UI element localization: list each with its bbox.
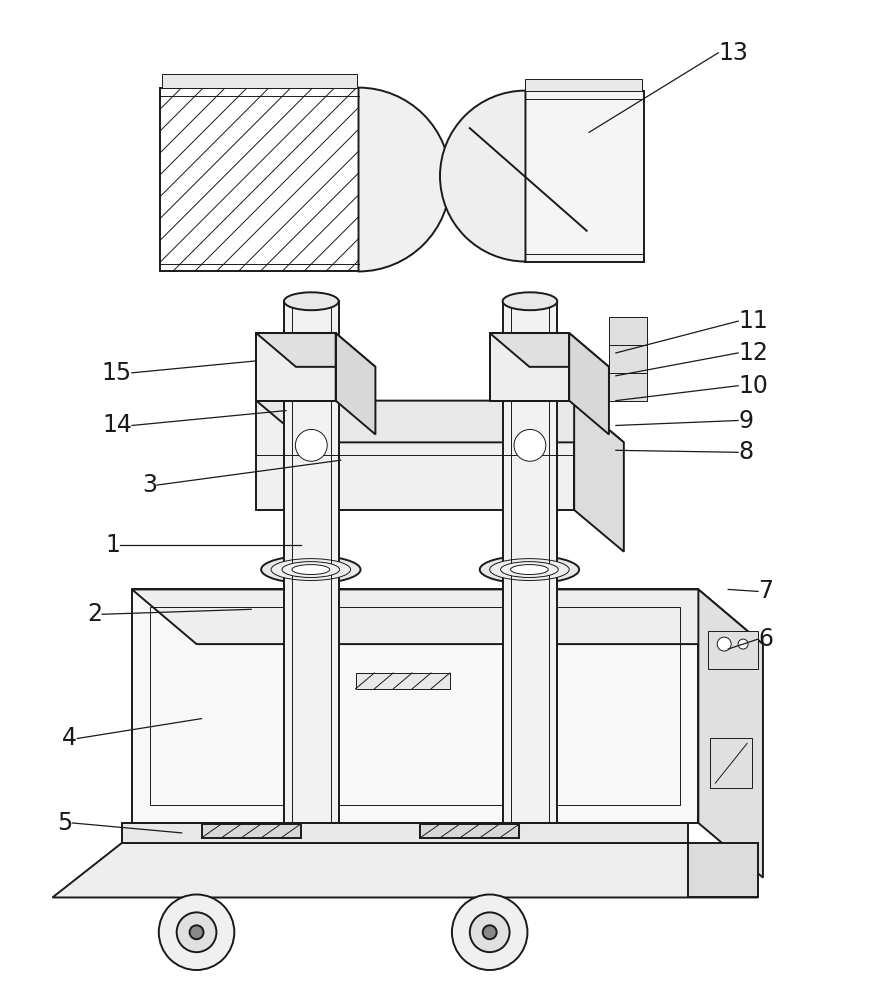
Bar — [256, 333, 336, 401]
Polygon shape — [132, 589, 763, 644]
Text: 3: 3 — [142, 473, 157, 497]
Text: 8: 8 — [738, 440, 753, 464]
Polygon shape — [132, 589, 699, 823]
Bar — [256, 333, 336, 401]
Bar — [609, 317, 647, 345]
Bar — [490, 333, 569, 401]
Bar — [609, 373, 647, 401]
Text: 9: 9 — [738, 409, 753, 433]
Bar — [202, 824, 301, 838]
Ellipse shape — [292, 565, 329, 575]
Polygon shape — [284, 301, 338, 823]
Text: 14: 14 — [102, 413, 132, 437]
Bar — [525, 79, 641, 91]
Polygon shape — [688, 843, 758, 897]
Polygon shape — [256, 401, 624, 442]
Text: 12: 12 — [738, 341, 768, 365]
Circle shape — [189, 925, 204, 939]
Polygon shape — [53, 843, 758, 897]
Ellipse shape — [282, 562, 340, 578]
Bar — [490, 333, 569, 401]
Ellipse shape — [511, 565, 548, 575]
Text: 11: 11 — [738, 309, 768, 333]
Polygon shape — [490, 333, 609, 367]
Circle shape — [483, 925, 497, 939]
Circle shape — [159, 894, 234, 970]
Text: 15: 15 — [102, 361, 132, 385]
Wedge shape — [440, 91, 525, 262]
Ellipse shape — [500, 562, 559, 578]
Polygon shape — [122, 823, 688, 843]
Bar — [159, 88, 359, 271]
Circle shape — [295, 429, 327, 461]
Bar — [525, 91, 644, 262]
Circle shape — [452, 894, 528, 970]
Text: 7: 7 — [758, 579, 773, 603]
Bar — [710, 738, 752, 788]
Bar — [708, 631, 758, 669]
Text: 6: 6 — [758, 627, 773, 651]
Bar — [356, 673, 450, 689]
Text: 10: 10 — [738, 374, 768, 398]
Circle shape — [717, 637, 731, 651]
Bar — [420, 824, 520, 838]
Circle shape — [514, 429, 546, 461]
Bar — [150, 607, 680, 805]
Text: 4: 4 — [63, 726, 78, 750]
Polygon shape — [574, 401, 624, 552]
Text: 13: 13 — [718, 41, 748, 65]
Ellipse shape — [271, 559, 351, 580]
Polygon shape — [256, 401, 574, 510]
Text: 1: 1 — [105, 533, 120, 557]
Text: 2: 2 — [87, 602, 102, 626]
Text: 5: 5 — [57, 811, 72, 835]
Polygon shape — [699, 589, 763, 878]
Polygon shape — [502, 301, 558, 823]
Circle shape — [177, 912, 217, 952]
Polygon shape — [256, 333, 375, 367]
Wedge shape — [359, 88, 450, 271]
Ellipse shape — [502, 292, 558, 310]
Ellipse shape — [284, 292, 338, 310]
Circle shape — [470, 912, 509, 952]
Polygon shape — [569, 333, 609, 434]
Ellipse shape — [490, 559, 569, 580]
Polygon shape — [336, 333, 375, 434]
Circle shape — [738, 639, 748, 649]
Ellipse shape — [261, 556, 360, 583]
Bar — [162, 74, 357, 88]
Bar — [609, 345, 647, 373]
Ellipse shape — [480, 556, 579, 583]
